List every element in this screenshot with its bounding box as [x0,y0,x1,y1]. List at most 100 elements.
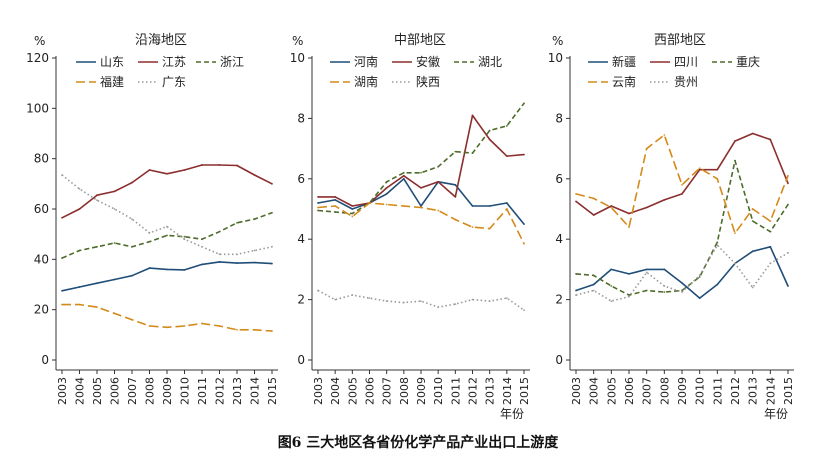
data-point [113,190,116,193]
data-point [420,171,422,174]
data-point [96,245,98,248]
data-point [681,183,683,186]
x-tick-label: 2014 [764,377,777,405]
data-point [317,202,319,204]
data-point [454,218,457,221]
x-tick-label: 2008 [144,377,157,405]
data-point [663,199,666,201]
data-point [253,261,256,264]
data-point [166,234,168,237]
data-point [787,203,789,206]
data-point [645,268,648,271]
data-point [385,203,388,206]
data-point [628,273,630,275]
y-tick-label: 2 [555,293,563,307]
data-point [253,328,256,331]
data-point [183,325,186,327]
data-point [523,153,525,156]
data-point [454,196,457,198]
data-point [420,300,422,303]
data-point [351,208,354,210]
y-tick-label: 4 [555,232,563,246]
x-tick-label: 2011 [711,377,724,405]
x-tick-label: 2012 [214,377,227,405]
data-point [751,220,754,222]
data-point [575,294,577,296]
x-tick-label: 2009 [415,377,428,405]
legend-label: 山东 [100,55,124,69]
data-point [628,294,630,296]
data-point [610,206,613,209]
data-point [523,242,525,245]
data-point [218,260,221,263]
data-point [351,294,354,296]
data-point [698,276,701,278]
x-tick-label: 2015 [782,377,795,405]
data-point [113,242,116,244]
data-point [471,152,474,155]
y-tick-label: 6 [297,172,305,186]
data-point [523,223,525,226]
data-point [317,209,319,212]
legend-label: 河南 [354,54,378,69]
data-point [78,303,81,306]
data-point [734,159,736,162]
data-point [698,168,701,171]
data-point [61,303,63,306]
data-point [437,209,440,212]
x-tick-label: 2009 [676,377,689,405]
x-tick-label: 2004 [74,377,87,405]
data-point [787,285,789,287]
x-tick-label: 2014 [249,377,262,405]
data-point [488,138,491,141]
y-tick-label: 8 [555,111,563,125]
data-point [201,164,203,166]
x-tick-label: 2013 [231,377,244,405]
data-point [681,282,683,284]
data-point [317,289,319,292]
data-point [751,132,754,135]
x-axis-label: 年份 [500,407,524,421]
data-point [166,268,168,271]
data-point [610,205,613,207]
data-point [645,289,648,292]
data-point [575,273,577,275]
data-point [471,226,474,229]
data-point [148,240,151,243]
data-point [253,249,256,252]
data-point [271,330,273,332]
data-point [334,211,337,213]
legend-label: 陕西 [416,74,440,89]
data-point [505,125,508,127]
data-point [681,193,683,195]
y-unit-label: % [34,34,45,48]
x-tick-label: 2011 [449,377,462,405]
data-point [769,220,772,222]
data-point [368,202,371,204]
series-line [317,178,525,225]
data-point [698,297,701,299]
data-point [488,129,491,132]
data-point [61,216,63,219]
x-tick-label: 2005 [346,377,359,405]
data-point [769,245,772,248]
data-point [253,174,256,176]
data-point [236,221,238,224]
data-point [78,208,81,210]
data-point [131,318,133,321]
y-tick-label: 10 [290,51,305,65]
x-tick-label: 2003 [570,377,583,405]
data-point [113,278,116,281]
data-point [385,180,388,183]
data-point [437,306,440,309]
legend-label: 重庆 [736,55,760,69]
data-point [334,298,337,301]
data-point [131,181,133,184]
data-point [471,205,474,207]
data-point [505,297,508,299]
data-point [488,205,491,207]
data-point [148,169,151,171]
data-point [454,150,457,153]
x-tick-label: 2006 [623,377,636,405]
